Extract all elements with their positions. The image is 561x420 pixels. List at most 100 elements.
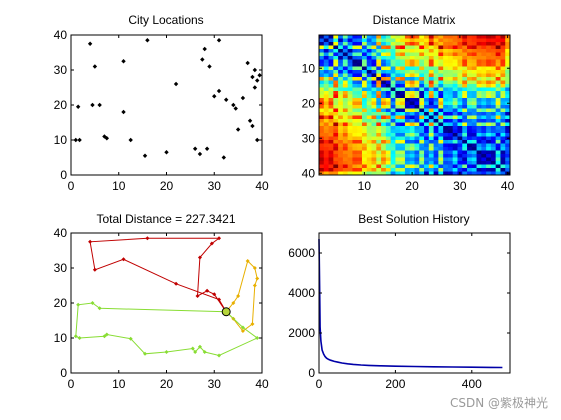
heatmap-cell: [419, 73, 425, 78]
heatmap-cell: [467, 94, 473, 99]
city-point: [245, 60, 250, 66]
heatmap-cell: [447, 84, 454, 88]
heatmap-cell: [352, 87, 358, 92]
heatmap-cell: [338, 150, 344, 155]
heatmap-cell: [323, 77, 329, 81]
heatmap-cell: [390, 66, 396, 71]
heatmap-cell: [419, 136, 425, 141]
heatmap-cell: [495, 56, 501, 60]
heatmap-cell: [390, 108, 396, 113]
city-point: [207, 64, 212, 69]
heatmap-cell: [419, 150, 425, 155]
heatmap-cell: [481, 94, 487, 99]
heatmap-cell: [381, 73, 387, 78]
heatmap-cell: [319, 94, 325, 99]
heatmap-cell: [409, 164, 415, 169]
heatmap-cell: [395, 59, 401, 64]
heatmap-cell: [462, 143, 468, 148]
heatmap-cell: [467, 108, 473, 113]
heatmap-cell: [428, 94, 434, 99]
heatmap-cell: [481, 115, 487, 120]
heatmap-cell: [471, 122, 477, 127]
heatmap-cell: [495, 101, 501, 106]
heatmap-cell: [486, 140, 492, 144]
heatmap-cell: [376, 73, 382, 78]
heatmap-cell: [366, 105, 372, 109]
heatmap-cell: [371, 119, 377, 123]
heatmap-cell: [395, 84, 401, 88]
heatmap-cell: [467, 164, 473, 169]
heatmap-cell: [361, 164, 368, 169]
heatmap-cell: [385, 129, 392, 134]
x-tick-label: 30: [453, 179, 467, 193]
heatmap-cell: [352, 112, 358, 116]
heatmap-cell: [400, 129, 406, 134]
heatmap-cell: [447, 56, 454, 60]
heatmap-cell: [357, 164, 363, 169]
heatmap-cell: [319, 56, 325, 60]
heatmap-cell: [328, 129, 334, 134]
heatmap-cell: [424, 42, 430, 46]
heatmap-cell: [424, 52, 430, 57]
heatmap-cell: [486, 80, 492, 85]
heatmap-cell: [381, 112, 387, 116]
heatmap-cell: [361, 115, 368, 120]
watermark: CSDN @紫极神光: [450, 396, 548, 410]
heatmap-cell: [342, 45, 349, 50]
heatmap-cell: [471, 154, 477, 158]
heatmap-cell: [381, 56, 387, 60]
heatmap-cell: [490, 38, 497, 43]
heatmap-cell: [347, 101, 353, 106]
heatmap-cell: [409, 84, 415, 88]
heatmap-cell: [495, 164, 501, 169]
heatmap-cell: [452, 126, 458, 130]
heatmap-cell: [361, 45, 368, 50]
heatmap-cell: [500, 147, 506, 151]
heatmap-cell: [400, 42, 406, 46]
heatmap-cell: [419, 112, 425, 116]
heatmap-cell: [438, 49, 444, 53]
heatmap-cell: [433, 115, 439, 120]
heatmap-cell: [476, 49, 482, 53]
heatmap-cell: [381, 45, 387, 50]
heatmap-cell: [447, 157, 454, 162]
heatmap-cell: [438, 105, 444, 109]
heatmap-cell: [471, 101, 477, 106]
heatmap-cell: [424, 94, 430, 99]
heatmap-cell: [476, 42, 482, 46]
heatmap-cell: [428, 42, 434, 46]
heatmap-cell: [457, 101, 463, 106]
heatmap-cell: [495, 77, 501, 81]
heatmap-cell: [433, 35, 439, 39]
heatmap-cell: [319, 105, 325, 109]
heatmap-cell: [419, 87, 425, 92]
heatmap-cell: [328, 101, 334, 106]
heatmap-cell: [443, 136, 449, 141]
heatmap-cell: [400, 154, 406, 158]
heatmap-cell: [476, 136, 482, 141]
heatmap-cell: [505, 164, 511, 169]
heatmap-cell: [333, 164, 339, 169]
heatmap-cell: [433, 154, 439, 158]
axes-frame: [318, 232, 511, 374]
heatmap-cell: [333, 147, 339, 151]
heatmap-cell: [390, 150, 396, 155]
heatmap-cell: [361, 119, 368, 123]
heatmap-cell: [328, 66, 334, 71]
heatmap-cell: [319, 129, 325, 134]
heatmap-cell: [357, 59, 363, 64]
route-city-point: [217, 353, 222, 358]
heatmap-cell: [490, 80, 497, 85]
x-tick-label: 40: [255, 179, 269, 193]
heatmap-cell: [400, 115, 406, 120]
city-point: [252, 85, 258, 90]
heatmap-cell: [333, 84, 339, 88]
heatmap-cell: [390, 80, 396, 85]
heatmap-cell: [400, 108, 406, 113]
heatmap-cell: [452, 108, 458, 113]
heatmap-cell: [457, 94, 463, 99]
heatmap-cell: [361, 49, 368, 53]
heatmap-cell: [361, 87, 368, 92]
heatmap-cell: [323, 133, 329, 137]
city-point: [221, 155, 226, 160]
